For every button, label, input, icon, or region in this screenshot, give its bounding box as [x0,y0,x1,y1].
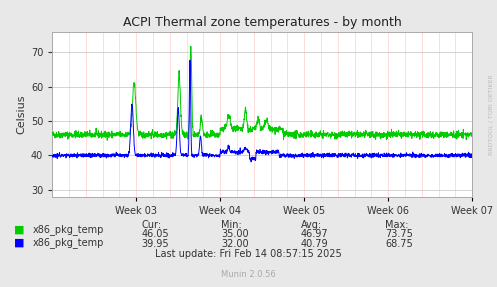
Text: 32.00: 32.00 [221,239,249,249]
Text: ■: ■ [14,225,24,234]
Text: 39.95: 39.95 [142,239,169,249]
Text: Munin 2.0.56: Munin 2.0.56 [221,269,276,279]
Text: ■: ■ [14,238,24,247]
Text: RRDTOOL / TOBI OETIKER: RRDTOOL / TOBI OETIKER [488,74,493,155]
Y-axis label: Celsius: Celsius [16,94,27,134]
Text: 35.00: 35.00 [221,230,249,239]
Text: 46.05: 46.05 [142,230,169,239]
Text: 46.97: 46.97 [301,230,329,239]
Text: Avg:: Avg: [301,220,322,230]
Text: x86_pkg_temp: x86_pkg_temp [32,237,104,248]
Text: Min:: Min: [221,220,242,230]
Text: 68.75: 68.75 [385,239,413,249]
Text: Cur:: Cur: [142,220,162,230]
Text: 40.79: 40.79 [301,239,329,249]
Text: Max:: Max: [385,220,409,230]
Text: x86_pkg_temp: x86_pkg_temp [32,224,104,235]
Title: ACPI Thermal zone temperatures - by month: ACPI Thermal zone temperatures - by mont… [123,16,402,29]
Text: 73.75: 73.75 [385,230,413,239]
Text: Last update: Fri Feb 14 08:57:15 2025: Last update: Fri Feb 14 08:57:15 2025 [155,249,342,259]
